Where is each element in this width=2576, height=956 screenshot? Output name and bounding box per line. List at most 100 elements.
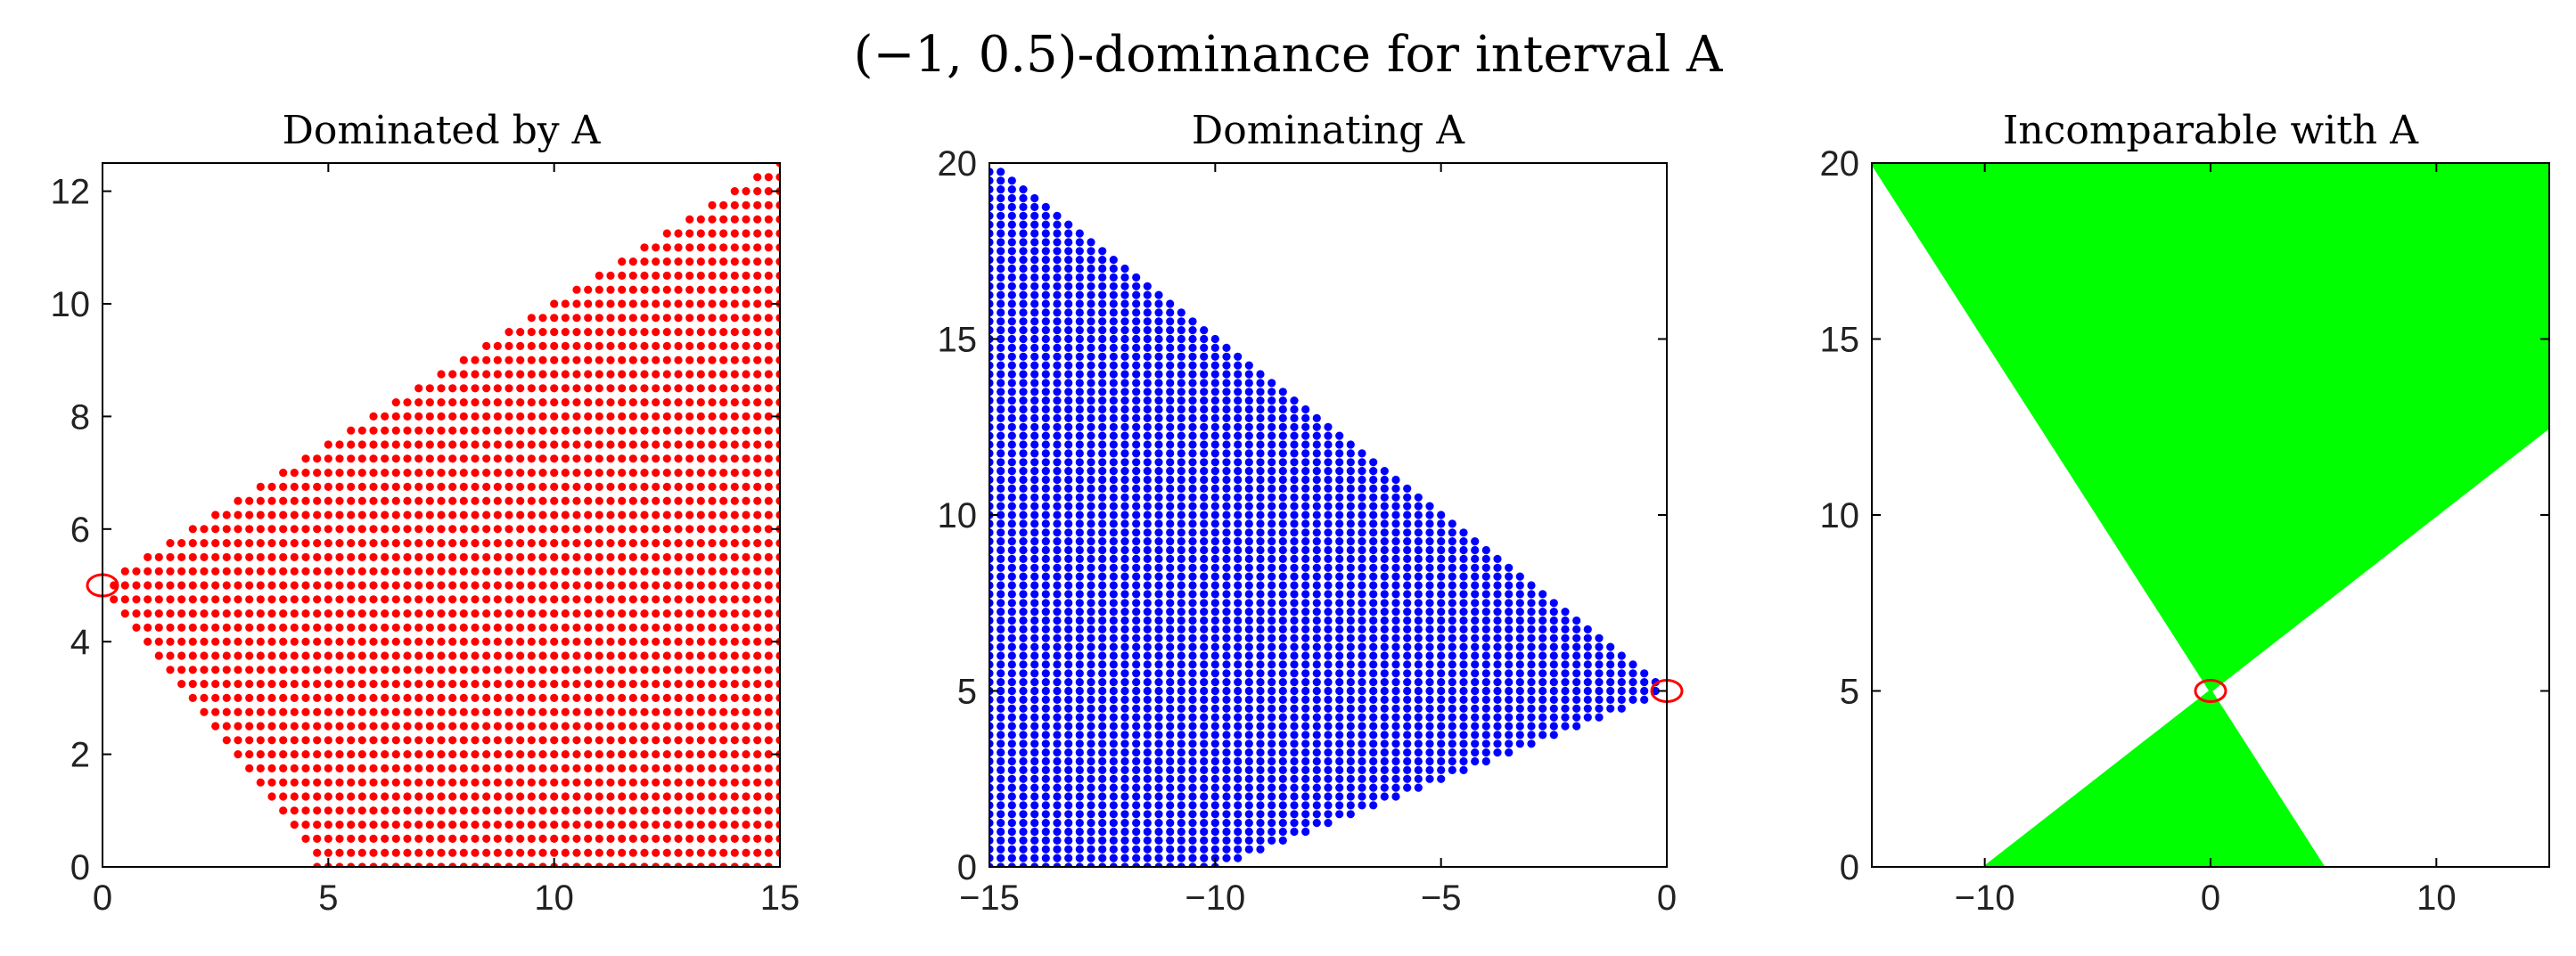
data-point (652, 496, 660, 505)
data-point (414, 834, 423, 844)
data-point (1335, 537, 1344, 546)
data-point (1154, 739, 1163, 748)
data-point (1267, 810, 1276, 819)
data-point (1335, 449, 1344, 458)
data-point (313, 469, 322, 478)
data-point (1053, 686, 1062, 696)
data-point (1493, 704, 1502, 713)
data-point (997, 765, 1005, 775)
data-point (1064, 264, 1073, 274)
data-point (448, 792, 457, 801)
data-point (200, 539, 209, 548)
data-point (1527, 625, 1536, 634)
data-point (1628, 660, 1637, 669)
data-point (584, 299, 593, 308)
data-point (538, 384, 547, 393)
data-point (730, 552, 739, 562)
data-point (1075, 229, 1084, 238)
data-point (1007, 695, 1016, 705)
data-point (1200, 458, 1209, 467)
data-point (414, 666, 423, 674)
data-point (1030, 361, 1039, 370)
data-point (1041, 827, 1050, 837)
data-point (1583, 651, 1592, 660)
data-point (1053, 608, 1062, 617)
data-point (753, 257, 762, 266)
data-point (1527, 686, 1536, 696)
data-point (538, 412, 547, 421)
data-point (1505, 581, 1514, 590)
data-point (290, 792, 299, 801)
data-point (1177, 352, 1185, 361)
data-point (505, 623, 513, 633)
data-point (742, 440, 751, 449)
data-point (708, 511, 717, 519)
data-point (696, 539, 705, 548)
data-point (1120, 731, 1129, 739)
data-point (1098, 660, 1107, 669)
data-point (1166, 686, 1175, 696)
data-point (1030, 633, 1039, 642)
data-point (1188, 819, 1197, 828)
data-point (1403, 731, 1412, 739)
data-point (1200, 704, 1209, 713)
data-point (550, 707, 559, 716)
data-point (640, 426, 649, 435)
data-point (1166, 625, 1175, 634)
data-point (1019, 695, 1028, 705)
data-point (1064, 537, 1073, 546)
x-tick-label: −5 (1421, 878, 1462, 918)
data-point (1335, 642, 1344, 651)
data-point (290, 736, 299, 745)
data-point (1166, 748, 1175, 757)
data-point (696, 525, 705, 534)
data-point (640, 693, 649, 703)
data-point (1403, 493, 1412, 502)
data-point (1064, 616, 1073, 625)
data-point (1380, 686, 1389, 696)
data-point (1041, 282, 1050, 290)
data-point (1210, 475, 1219, 485)
data-point (1437, 722, 1446, 731)
data-point (753, 666, 762, 674)
data-point (324, 539, 332, 548)
data-point (1154, 484, 1163, 494)
data-point (1177, 590, 1185, 599)
data-point (989, 388, 994, 396)
data-point (1030, 308, 1039, 317)
data-point (753, 200, 762, 209)
data-point (527, 341, 536, 350)
data-point (1459, 633, 1468, 642)
data-point (1459, 686, 1468, 696)
data-point (335, 637, 344, 646)
data-point (1075, 686, 1084, 696)
data-point (414, 623, 423, 633)
data-point (538, 821, 547, 829)
data-point (1346, 678, 1355, 687)
data-point (1538, 599, 1547, 608)
data-point (1177, 713, 1185, 722)
data-point (335, 680, 344, 689)
data-point (1019, 467, 1028, 476)
data-point (1324, 651, 1333, 660)
data-point (1369, 625, 1378, 634)
data-point (1188, 722, 1197, 731)
data-point (1019, 519, 1028, 528)
data-point (1335, 563, 1344, 572)
data-point (1471, 545, 1480, 555)
data-point (1312, 422, 1321, 431)
data-point (527, 328, 536, 337)
data-point (1064, 590, 1073, 599)
data-point (606, 623, 615, 633)
data-point (313, 680, 322, 689)
data-point (1075, 511, 1084, 519)
data-point (267, 680, 276, 689)
data-point (200, 595, 209, 604)
data-point (1301, 563, 1310, 572)
data-point (1041, 608, 1050, 617)
data-point (1154, 299, 1163, 308)
data-point (1154, 449, 1163, 458)
data-point (403, 539, 412, 548)
data-point (1132, 862, 1141, 867)
data-point (1041, 581, 1050, 590)
